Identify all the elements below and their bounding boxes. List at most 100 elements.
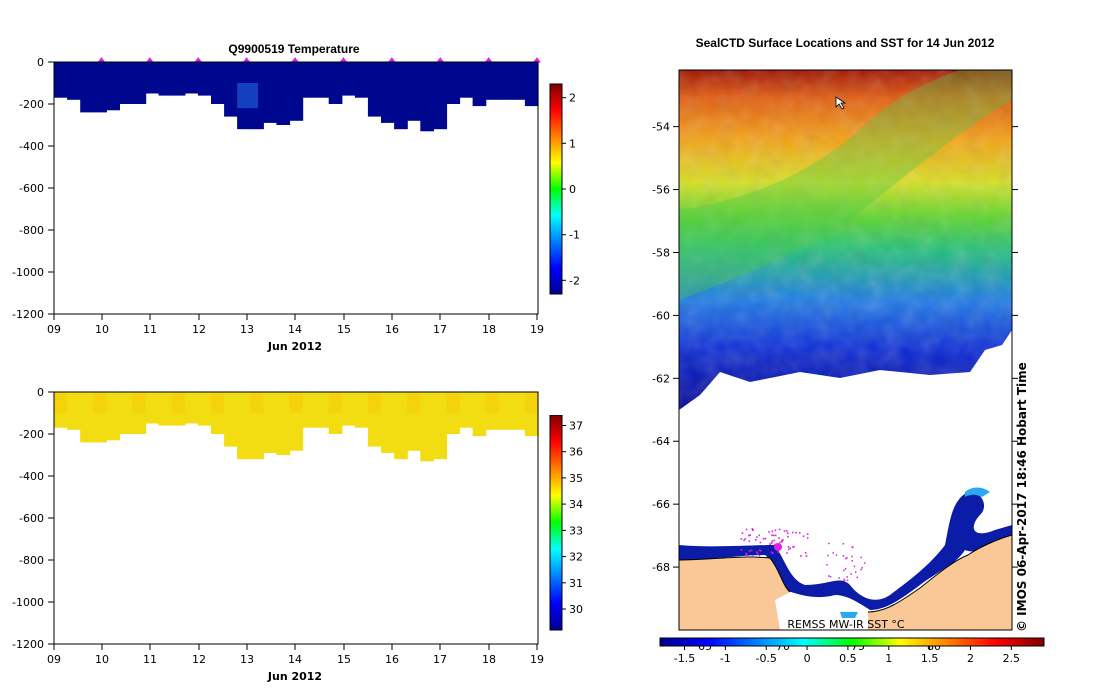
- y-axis: 0 -200 -400 -600 -800 -1000 -1200: [12, 386, 54, 651]
- profile-column: [524, 62, 539, 107]
- y-tick-label: 0: [37, 386, 44, 399]
- location-point: [756, 551, 758, 553]
- location-point: [770, 551, 773, 554]
- location-point: [759, 549, 762, 552]
- profile-column: [54, 62, 68, 98]
- profile-column: [472, 392, 487, 437]
- colorbar-tick-label: -2: [569, 274, 580, 287]
- location-point: [855, 571, 857, 573]
- location-point: [799, 532, 801, 534]
- profile-column: [381, 62, 395, 123]
- profile-column: [394, 62, 408, 130]
- profile-column: [276, 62, 291, 125]
- lat-tick-label: -68: [652, 561, 670, 574]
- profile-marker: [291, 57, 300, 63]
- location-point: [768, 531, 770, 533]
- location-point: [758, 549, 761, 552]
- location-point: [788, 548, 790, 551]
- profile-column: [459, 62, 474, 98]
- location-point: [843, 579, 846, 582]
- lat-tick-label: -54: [652, 121, 670, 134]
- location-point: [764, 537, 767, 540]
- colorbar-tick-label: 31: [569, 577, 583, 590]
- profile-column: [80, 62, 94, 113]
- location-point: [802, 535, 805, 537]
- location-point: [863, 562, 866, 564]
- colorbar-tick-label: 1: [885, 652, 892, 665]
- location-point: [756, 536, 758, 538]
- data-fill: [54, 62, 539, 132]
- profile-column: [511, 392, 526, 430]
- location-point: [829, 576, 832, 578]
- shade-cell: [407, 392, 421, 413]
- shade-cell: [289, 392, 303, 413]
- profile-column: [263, 392, 277, 453]
- location-point: [740, 538, 743, 540]
- profile-column: [394, 392, 408, 460]
- temperature-section-chart: Q9900519 Temperature 0 -200 -400 -600 -8…: [12, 42, 544, 353]
- x-tick-label: 16: [385, 653, 399, 666]
- salinity-colorbar: 30 31 32 33 34 35 36 37: [549, 415, 583, 631]
- profile-column: [315, 392, 330, 428]
- location-point: [751, 555, 754, 558]
- x-tick-label: 13: [240, 653, 254, 666]
- lat-tick-label: -56: [652, 184, 670, 197]
- colorbar-tick-label: 2: [967, 652, 974, 665]
- profile-column: [341, 62, 356, 96]
- shade-cell: [93, 392, 107, 413]
- colorbar-tick-label: -1: [569, 229, 580, 242]
- profile-column: [276, 392, 291, 455]
- colorbar-tick-label: 1.5: [921, 652, 939, 665]
- location-point: [805, 555, 808, 557]
- x-tick-label: 12: [192, 653, 206, 666]
- shade-cell: [446, 392, 460, 413]
- profile-column: [341, 392, 356, 426]
- colorbar-tick-label: 2: [569, 92, 576, 105]
- profile-column: [485, 62, 500, 100]
- location-point: [779, 541, 781, 544]
- location-point: [778, 528, 781, 531]
- profile-column: [80, 392, 94, 443]
- chart-title: Q9900519 Temperature: [228, 42, 360, 56]
- profile-column: [498, 392, 513, 430]
- location-point: [793, 546, 795, 548]
- profile-marker: [242, 57, 251, 63]
- profile-marker: [436, 57, 445, 63]
- profile-column: [197, 62, 212, 96]
- profile-column: [354, 62, 369, 98]
- colorbar-tick-label: 0: [804, 652, 811, 665]
- location-point: [748, 550, 751, 552]
- shade-cell: [250, 392, 264, 413]
- location-point: [843, 569, 845, 572]
- profile-column: [498, 62, 513, 100]
- sst-map-chart: SealCTD Surface Locations and SST for 14…: [652, 36, 1045, 665]
- y-tick-label: -1000: [12, 266, 44, 279]
- location-point: [789, 547, 792, 550]
- colorbar-tick-label: 0: [569, 183, 576, 196]
- profile-column: [237, 392, 251, 460]
- x-tick-label: 13: [240, 323, 254, 336]
- y-axis: 0 -200 -400 -600 -800 -1000 -1200: [12, 56, 54, 321]
- colorbar-tick-label: -0.5: [755, 652, 776, 665]
- location-point: [745, 553, 748, 556]
- location-point: [846, 576, 849, 578]
- x-axis-label: Jun 2012: [267, 340, 322, 353]
- colorbar-tick-label: 0.5: [839, 652, 857, 665]
- profile-column: [197, 392, 212, 426]
- location-point: [771, 552, 774, 554]
- location-point: [744, 538, 747, 540]
- x-tick-label: 14: [288, 323, 302, 336]
- location-point: [771, 534, 773, 537]
- location-point: [826, 564, 828, 566]
- location-point: [835, 554, 838, 556]
- location-point: [769, 543, 771, 545]
- x-tick-label: 09: [47, 323, 61, 336]
- location-point: [774, 529, 777, 532]
- imos-credit: © IMOS 06-Apr-2017 18:46 Hobart Time: [1015, 362, 1029, 632]
- location-point: [842, 543, 845, 545]
- location-point: [755, 539, 757, 541]
- x-tick-label: 12: [192, 323, 206, 336]
- location-point: [838, 577, 840, 579]
- x-tick-label: 18: [482, 323, 496, 336]
- profile-column: [302, 392, 317, 428]
